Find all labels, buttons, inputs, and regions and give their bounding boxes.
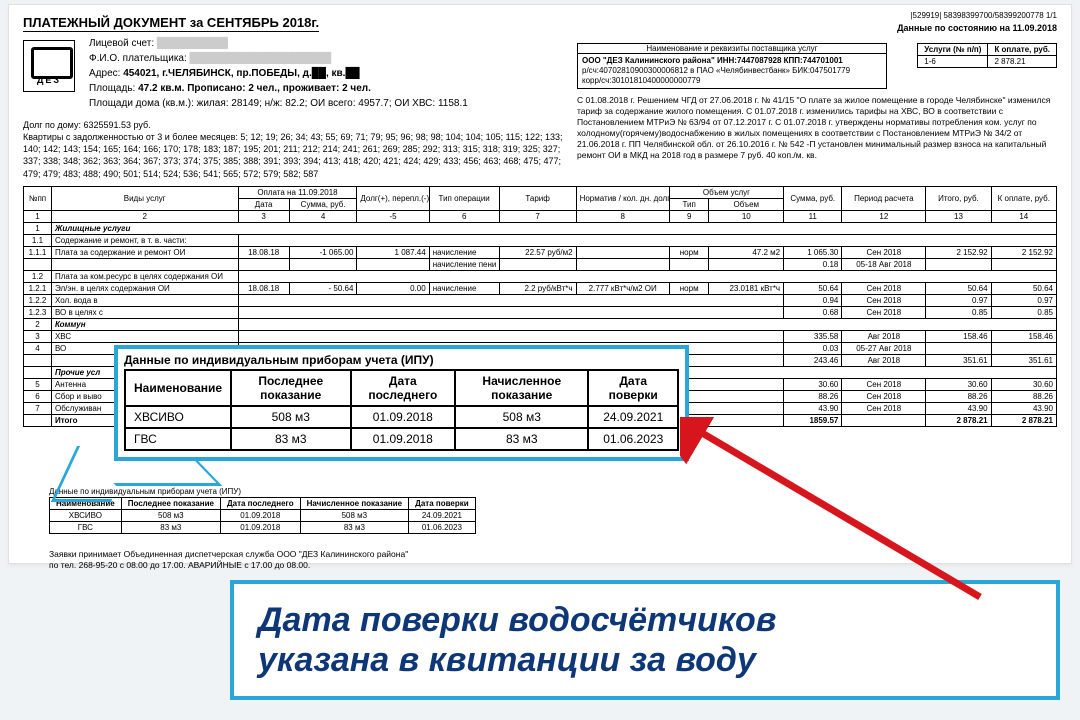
ipu-col-last: Последнее показание: [231, 370, 350, 406]
area-value: 47.2 кв.м. Прописано: 2 чел., проживает:…: [138, 83, 371, 94]
logo-icon: [31, 47, 67, 73]
row-1-1-1: 1.1.1Плата за содержание и ремонт ОИ18.0…: [24, 246, 1057, 258]
col-vol-val: Объем: [709, 198, 784, 210]
ipu-col-verify: Дата поверки: [588, 370, 678, 406]
area-label: Площадь:: [89, 83, 135, 94]
debt-block: Долг по дому: 6325591.53 руб. Квартиры с…: [23, 119, 563, 180]
row-1-2-3: 1.2.3ВО в целях с0.68Сен 20180.850.85: [24, 306, 1057, 318]
section-housing: 1Жилищные услуги: [24, 222, 1057, 234]
row-1-2: 1.2Плата за ком.ресурс в целях содержани…: [24, 270, 1057, 282]
banner-line-2: указана в квитанции за воду: [258, 640, 756, 680]
col-due: К оплате, руб.: [991, 186, 1056, 210]
ipu-original-caption: Данные по индивидуальным приборам учета …: [49, 487, 476, 496]
col-sum: Сумма, руб.: [784, 186, 842, 210]
col-service: Виды услуг: [51, 186, 238, 210]
col-norm: Норматив / кол. дн. долга: [576, 186, 669, 210]
ipu-callout: Данные по индивидуальным приборам учета …: [114, 345, 689, 461]
account-number: ██████████: [157, 38, 228, 49]
provider-details: ООО "ДЕЗ Калининского района" ИНН:744708…: [577, 53, 887, 89]
explainer-banner: Дата поверки водосчётчиков указана в кви…: [230, 580, 1060, 700]
house-area-label: Площади дома (кв.м.):: [89, 98, 194, 109]
debt-apartments: Квартиры с задолженностью от 3 и более м…: [23, 131, 563, 180]
document-title: ПЛАТЕЖНЫЙ ДОКУМЕНТ за СЕНТЯБРЬ 2018г.: [23, 15, 319, 32]
provider-summary-table: Услуги (№ п/п)К оплате, руб. 1-62 878.21: [917, 43, 1057, 68]
ipu-row-cold: ХВСИВО508 м301.09.2018508 м324.09.2021: [125, 406, 678, 428]
document-sheet: |529919| 58398399700/58399200778 1/1 Дан…: [8, 4, 1072, 564]
ipu-callout-table: Наименование Последнее показание Дата по…: [124, 369, 679, 451]
house-debt: Долг по дому: 6325591.53 руб.: [23, 119, 563, 131]
provider-column: Услуги (№ п/п)К оплате, руб. 1-62 878.21…: [577, 43, 1057, 161]
ipu-original-table: Данные по индивидуальным приборам учета …: [49, 487, 476, 534]
ipu-callout-title: Данные по индивидуальным приборам учета …: [124, 353, 679, 367]
row-hvs: 3ХВС335.58Авг 2018158.46158.46: [24, 330, 1057, 342]
payer-label: Ф.И.О. плательщика:: [89, 53, 187, 64]
col-date: Дата: [238, 198, 289, 210]
house-area-value: жилая: 28149; н/ж: 82.2; ОИ всего: 4957.…: [197, 98, 468, 109]
services-range: 1-6: [918, 56, 988, 68]
dispatcher-footer: Заявки принимает Объединенная диспетчерс…: [49, 549, 409, 570]
col-volume: Объем услуг: [669, 186, 783, 198]
account-line-label: Лицевой счет:: [89, 38, 154, 49]
amount-due: 2 878.21: [988, 56, 1057, 68]
row-1-1: 1.1Содержание и ремонт, в т. в. части:: [24, 234, 1057, 246]
provider-corr: корр/сч:30101810400000000779: [582, 76, 700, 85]
section-utility: 2Коммун: [24, 318, 1057, 330]
col-tariff: Тариф: [499, 186, 576, 210]
col-debt: Долг(+), перепл.(-), руб.: [357, 186, 429, 210]
provider-bank: р/сч:40702810900300006812 в ПАО «Челябин…: [582, 66, 850, 75]
banner-line-1: Дата поверки водосчётчиков: [258, 600, 776, 640]
ipu-col-lastdate: Дата последнего: [351, 370, 456, 406]
as-of-date: Данные по состоянию на 11.09.2018: [897, 23, 1057, 33]
row-1-2-1: 1.2.1Эл/эн. в целях содержания ОИ18.08.1…: [24, 282, 1057, 294]
address-value: 454021, г.ЧЕЛЯБИНСК, пр.ПОБЕДЫ, д.██, кв…: [123, 68, 359, 79]
barcode-meta: |529919| 58398399700/58399200778 1/1: [910, 11, 1057, 20]
row-1-1-1b: начисление пени0.1805-18 Авг 2018: [24, 258, 1057, 270]
provider-name: ООО "ДЕЗ Калининского района" ИНН:744708…: [582, 56, 843, 65]
address-label: Адрес:: [89, 68, 120, 79]
numbering-row: 1234-567891011121314: [24, 210, 1057, 222]
col-op: Тип операции: [429, 186, 499, 210]
ipu-col-name: Наименование: [125, 370, 231, 406]
account-block: Лицевой счет: ██████████ Ф.И.О. плательщ…: [89, 36, 468, 111]
header-row-1: №пп Виды услуг Оплата на 11.09.2018 Долг…: [24, 186, 1057, 198]
row-1-2-2: 1.2.2Хол. вода в0.94Сен 20180.970.97: [24, 294, 1057, 306]
tariff-notice: С 01.08.2018 г. Решением ЧГД от 27.06.20…: [577, 95, 1057, 161]
provider-logo: ДЕЗ: [23, 40, 75, 92]
provider-header: Наименование и реквизиты поставщика услу…: [577, 43, 887, 53]
col-services: Услуги (№ п/п): [918, 44, 988, 56]
ipu-row-hot: ГВС83 м301.09.201883 м301.06.2023: [125, 428, 678, 450]
col-paid: Оплата на 11.09.2018: [238, 186, 357, 198]
ipu-col-charged: Начисленное показание: [455, 370, 588, 406]
col-vol-type: Тип: [669, 198, 709, 210]
col-paid-sum: Сумма, руб.: [289, 198, 357, 210]
col-total: Итого, руб.: [926, 186, 991, 210]
payer-name: ████████████████████: [190, 53, 332, 64]
col-amount: К оплате, руб.: [988, 44, 1057, 56]
col-num: №пп: [24, 186, 52, 210]
col-period: Период расчета: [842, 186, 926, 210]
